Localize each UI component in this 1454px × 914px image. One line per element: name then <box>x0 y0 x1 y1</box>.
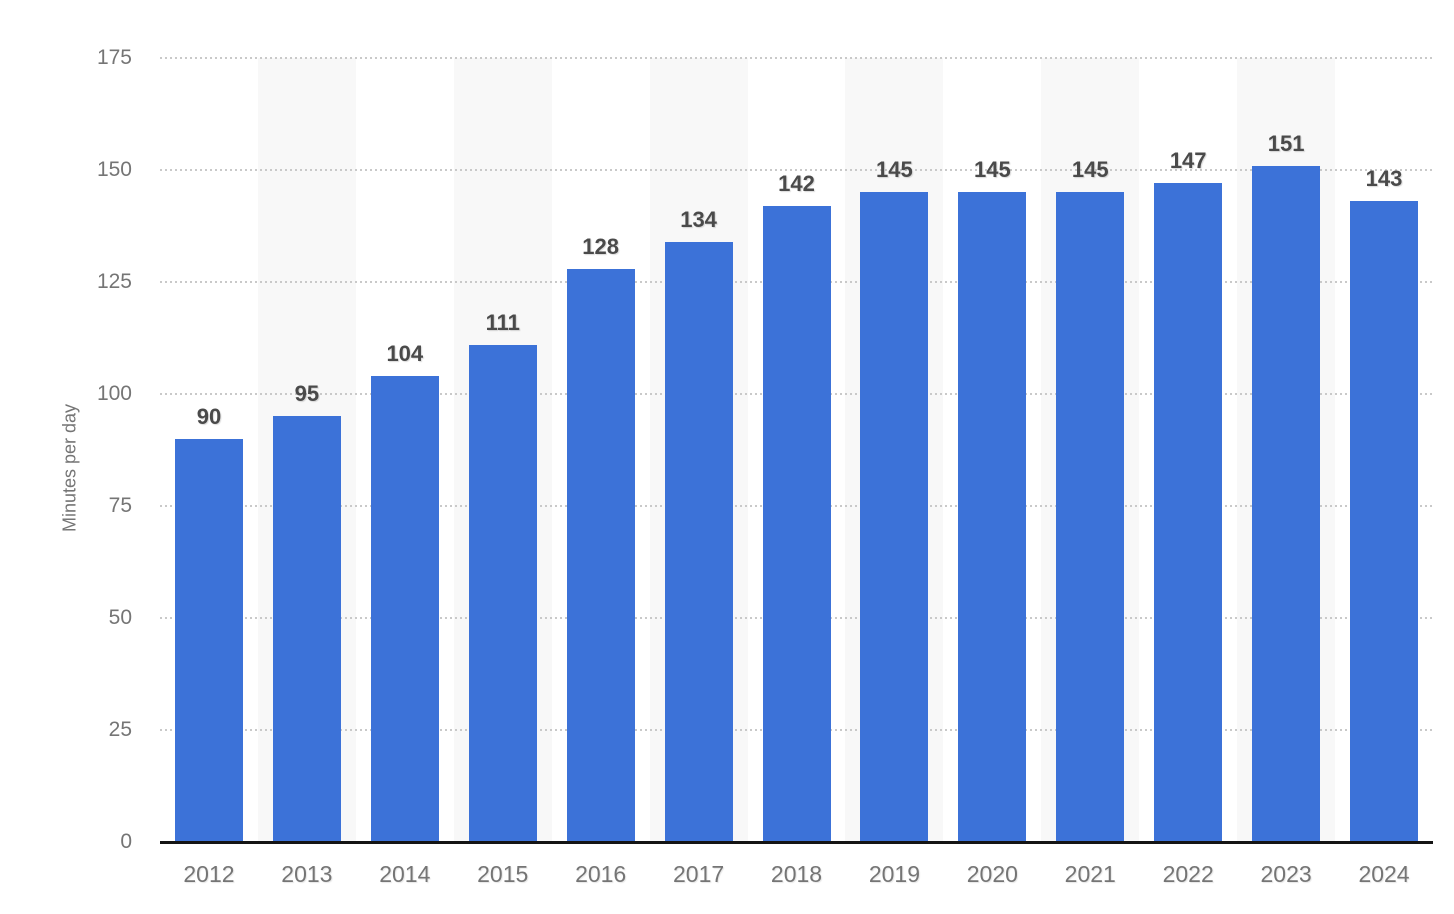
value-label-2020: 145 <box>973 157 1011 182</box>
value-label-2017: 134 <box>680 207 717 232</box>
x-tick-label-2019: 2019 <box>868 861 920 887</box>
value-label-2015: 111 <box>485 310 520 335</box>
x-tick-label-2021: 2021 <box>1064 861 1116 887</box>
bar-2018[interactable] <box>762 206 831 842</box>
bar-2017[interactable] <box>664 242 733 842</box>
value-label-2022: 147 <box>1169 148 1207 173</box>
y-tick-label-0: 0 <box>120 830 132 853</box>
bar-2020[interactable] <box>958 192 1027 842</box>
value-label-2014: 104 <box>386 341 424 366</box>
bar-2015[interactable] <box>468 345 537 842</box>
y-tick-label-125: 125 <box>96 270 132 293</box>
x-tick-label-2020: 2020 <box>966 861 1018 887</box>
value-label-2021: 145 <box>1071 157 1109 182</box>
bar-2012[interactable] <box>174 439 243 842</box>
y-tick-label-50: 50 <box>108 606 132 629</box>
bar-2013[interactable] <box>272 416 341 842</box>
value-label-2019: 145 <box>876 157 913 182</box>
bar-2024[interactable] <box>1350 201 1419 842</box>
value-label-2013: 95 <box>294 381 320 406</box>
x-tick-label-2024: 2024 <box>1358 861 1410 887</box>
bar-2019[interactable] <box>860 192 929 842</box>
y-tick-label-75: 75 <box>108 494 132 517</box>
y-tick-label-25: 25 <box>108 718 132 741</box>
bar-2021[interactable] <box>1056 192 1125 842</box>
bar-2014[interactable] <box>370 376 439 842</box>
x-tick-label-2012: 2012 <box>183 861 235 887</box>
x-tick-label-2014: 2014 <box>379 861 431 887</box>
gridline-150 <box>160 169 1433 171</box>
value-label-2018: 142 <box>778 171 815 196</box>
y-tick-label-100: 100 <box>96 382 132 405</box>
bar-2016[interactable] <box>566 269 635 842</box>
x-tick-label-2017: 2017 <box>672 861 725 887</box>
bar-2022[interactable] <box>1154 183 1223 842</box>
value-label-2024: 143 <box>1365 166 1403 191</box>
x-axis-line <box>160 841 1433 844</box>
bar-2023[interactable] <box>1252 166 1321 842</box>
x-tick-label-2015: 2015 <box>477 861 529 887</box>
x-tick-label-2022: 2022 <box>1162 861 1214 887</box>
value-label-2023: 151 <box>1267 131 1305 156</box>
gridline-175 <box>160 57 1433 59</box>
x-tick-label-2013: 2013 <box>281 861 333 887</box>
value-label-2012: 90 <box>196 404 222 429</box>
x-tick-label-2018: 2018 <box>770 861 823 887</box>
x-tick-label-2016: 2016 <box>575 861 627 887</box>
y-tick-label-175: 175 <box>96 46 132 69</box>
value-label-2016: 128 <box>582 234 619 259</box>
y-tick-label-150: 150 <box>96 158 132 181</box>
x-tick-label-2023: 2023 <box>1260 861 1312 887</box>
